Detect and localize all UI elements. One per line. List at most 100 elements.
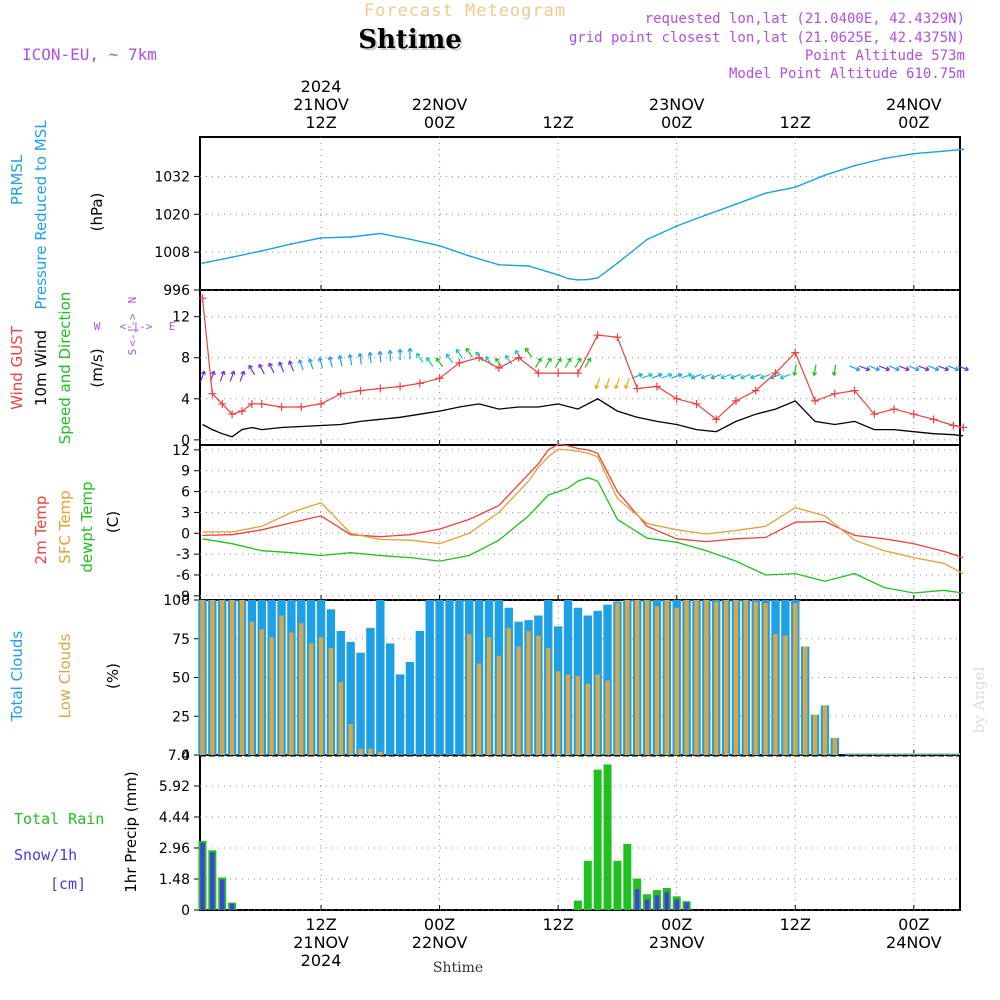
wind-arrow-icon [544, 357, 552, 368]
pressure-point [349, 236, 352, 238]
low-cloud-bar [555, 671, 561, 755]
gust-marker [237, 407, 246, 416]
wind-arrow-icon [554, 357, 562, 368]
gust-marker [396, 382, 405, 391]
gust-marker [593, 331, 602, 340]
snow-bar [634, 889, 640, 910]
wind-arrow-icon [938, 365, 950, 372]
wind-arrow-icon [455, 348, 463, 359]
snow-bar [644, 899, 650, 910]
gust-marker [692, 399, 701, 408]
wind-arrow-icon [624, 377, 630, 390]
wind-arrow-icon [730, 373, 742, 380]
low-cloud-bar [476, 663, 482, 755]
top-time-label: 22NOV [412, 95, 468, 114]
low-cloud-bar [239, 600, 245, 755]
total-cloud-bar [356, 652, 365, 755]
wind-arrow-icon [327, 356, 333, 368]
temp2m-label: 2m Temp [32, 496, 50, 565]
cloud-labels: Total Clouds Low Clouds (%) [8, 631, 122, 723]
gust-marker [297, 403, 306, 412]
snow-bar [220, 879, 225, 910]
low-cloud-bar [506, 627, 511, 755]
pressure-point [646, 238, 648, 241]
wind-compass-icon: N <-|-> S W <-|-> E [94, 297, 176, 356]
low-cloud-bar [249, 621, 255, 755]
bottom-time-label: 12Z [305, 915, 336, 934]
ytick-label-temperature: -6 [176, 568, 190, 584]
pressure-point [883, 157, 886, 160]
low-cloud-bar [812, 714, 818, 755]
low-cloud-bar [704, 600, 709, 755]
top-time-label: 21NOV [293, 95, 349, 114]
wind-arrow-icon [671, 372, 683, 379]
watermark: by Angel [970, 666, 988, 733]
gust-marker [514, 353, 523, 362]
wind-labels: Wind GUST 10m Wind Speed and Direction (… [8, 292, 175, 445]
gust-marker [455, 358, 464, 367]
wind-arrow-icon [614, 377, 620, 390]
wind-arrow-icon [535, 357, 542, 368]
pressure-point [577, 279, 579, 281]
bottom-time-label: 00Z [898, 915, 929, 934]
low-cloud-bar [289, 632, 294, 755]
wind-arrow-icon [219, 370, 226, 382]
wind-arrow-icon [792, 364, 798, 376]
ytick-label-precip: 1.48 [159, 872, 190, 888]
wind-arrow-icon [445, 353, 454, 364]
pressure-line [202, 148, 964, 281]
gust-marker [228, 410, 237, 419]
gust-marker [198, 294, 207, 303]
gust-marker [672, 394, 681, 403]
compass-north: N [126, 297, 139, 304]
sfc-temp-line [202, 448, 964, 575]
wind-arrow-icon [288, 360, 295, 372]
pressure-point [379, 232, 382, 235]
snow-unit-label: [cm] [50, 875, 86, 893]
compass-east: E [169, 320, 176, 333]
wind-arrow-icon [868, 365, 880, 372]
wind-arrow-icon [849, 365, 861, 372]
pressure-point [290, 243, 293, 245]
wind-arrow-icon [495, 357, 503, 368]
dewpt-label: dewpt Temp [78, 481, 96, 572]
low-cloud-bar [822, 705, 828, 755]
gust-marker [870, 410, 879, 419]
snow-bar [654, 895, 660, 910]
low-cloud-bar [220, 600, 225, 755]
low-cloud-bar [605, 680, 610, 755]
ytick-label-temperature: -9 [176, 589, 190, 605]
temperature-series [202, 443, 964, 594]
gust-marker [415, 379, 424, 388]
ytick-label-precip: 4.44 [159, 810, 190, 826]
ytick-label-clouds: 75 [172, 632, 190, 648]
wind-arrow-icon [258, 363, 265, 375]
low-cloud-bar [269, 637, 274, 755]
wind-arrow-icon [604, 377, 610, 390]
ytick-label-temperature: 6 [181, 485, 190, 501]
low-cloud-bar [684, 600, 689, 755]
wind-speed-line [202, 398, 964, 438]
panel-frame-temperature [199, 444, 961, 601]
wind-arrow-icon [387, 349, 393, 362]
gust-marker [554, 369, 563, 378]
top-time-label: 24NOV [886, 95, 942, 114]
wind-arrow-icon [812, 364, 818, 376]
gust-marker [613, 333, 622, 342]
top-time-label: 00Z [424, 113, 455, 132]
low-cloud-bar [358, 748, 363, 755]
gust-marker [712, 415, 721, 424]
low-cloud-bar [308, 643, 314, 755]
total-cloud-bar [395, 674, 405, 755]
total-cloud-bar [425, 600, 434, 755]
snow-bar [664, 892, 670, 910]
low-cloud-bar [467, 634, 472, 755]
low-cloud-bar [654, 606, 660, 755]
footer-location: Shtime [433, 960, 483, 976]
wind-arrow-icon [407, 347, 413, 360]
top-time-label: 00Z [898, 113, 929, 132]
snow-bar [684, 902, 689, 910]
gust-marker [534, 369, 543, 378]
